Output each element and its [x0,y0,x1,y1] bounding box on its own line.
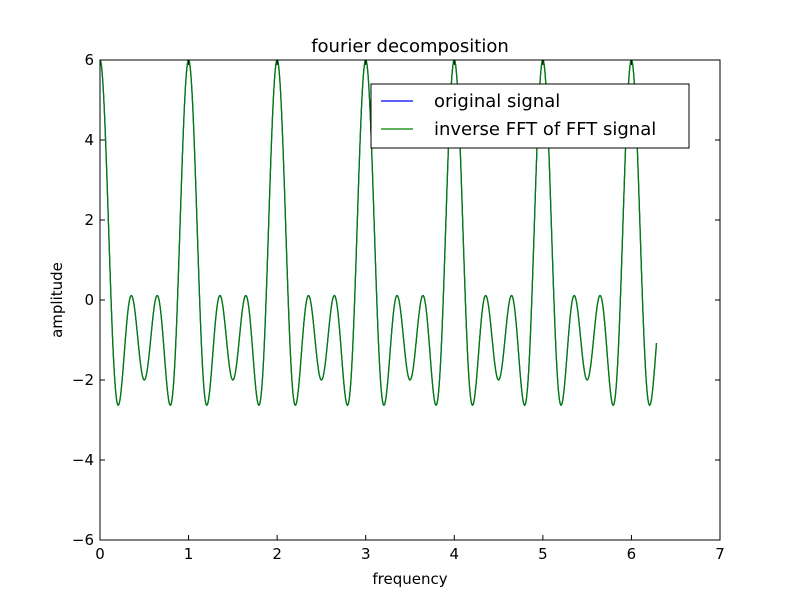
legend-label-inverse-fft: inverse FFT of FFT signal [434,119,656,140]
y-tick-label: 2 [84,211,94,229]
x-tick-label: 4 [450,545,460,563]
x-tick-label: 3 [361,545,371,563]
y-tick-label: −6 [72,531,94,549]
series-layer [100,60,658,406]
x-tick-label: 0 [95,545,105,563]
legend: original signal inverse FFT of FFT signa… [370,83,690,149]
legend-label-original-signal: original signal [434,91,560,112]
x-tick-label: 5 [538,545,548,563]
ticks-layer: 0 1 2 3 4 5 6 7 −6 −4 −2 0 2 4 6 [72,51,725,563]
legend-box [370,83,690,149]
chart-title: fourier decomposition [311,36,509,57]
x-tick-label: 7 [715,545,725,563]
y-tick-label: −4 [72,451,94,469]
y-tick-label: 6 [84,51,94,69]
y-tick-label: 0 [84,291,94,309]
x-tick-label: 1 [184,545,194,563]
x-tick-label: 2 [272,545,282,563]
x-axis-label: frequency [372,570,447,588]
y-tick-label: −2 [72,371,94,389]
series-line-inverse-fft [100,60,658,406]
y-axis-label: amplitude [48,262,66,338]
y-tick-label: 4 [84,131,94,149]
x-tick-label: 6 [627,545,637,563]
